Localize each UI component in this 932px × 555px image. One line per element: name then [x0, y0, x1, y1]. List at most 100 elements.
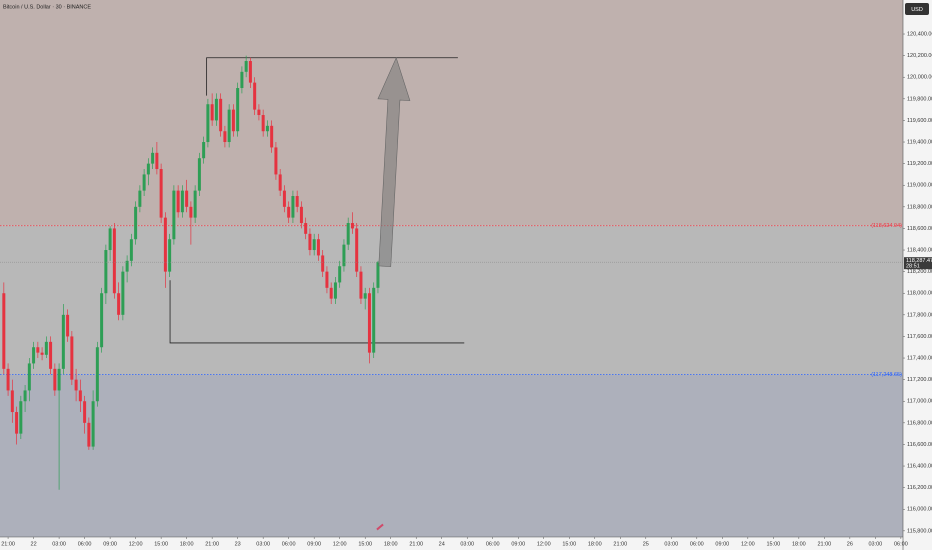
x-tick-label: 06:00	[486, 541, 500, 547]
candle-body	[100, 293, 104, 348]
candle-body	[61, 314, 65, 369]
candle-body	[359, 271, 363, 299]
candle-body	[185, 190, 189, 207]
candle-body	[117, 293, 121, 315]
x-tick-label: 15:00	[358, 541, 372, 547]
candle-body	[295, 196, 299, 207]
level-label: (117,248.65)	[871, 372, 902, 378]
x-tick-label: 12:00	[129, 541, 143, 547]
candle-body	[189, 206, 193, 218]
candle-body	[248, 61, 252, 83]
arrow	[377, 56, 411, 267]
x-tick-label: 24	[439, 541, 445, 547]
x-tick-label: 06:00	[282, 541, 296, 547]
candle-body	[338, 266, 342, 283]
arrow-shape	[377, 56, 411, 267]
last-price-box	[904, 257, 932, 270]
candle-body	[350, 223, 354, 229]
x-tick-label: 06:00	[894, 541, 908, 547]
candle-body	[253, 82, 257, 110]
range-drawing	[206, 57, 458, 96]
candle-body	[112, 228, 116, 294]
candle-body	[261, 115, 265, 132]
candle-body	[6, 368, 10, 391]
y-tick-label: 119,400.00	[907, 139, 932, 145]
candle-body	[27, 363, 31, 391]
price-axis-bg	[903, 0, 932, 550]
candle-body	[214, 98, 218, 121]
candle-body	[333, 282, 337, 299]
x-tick-label: 23	[235, 541, 241, 547]
candle-body	[83, 401, 87, 423]
x-tick-label: 09:00	[103, 541, 117, 547]
candle-body	[172, 190, 176, 240]
candle-body	[138, 190, 142, 207]
candle-body	[346, 223, 350, 245]
candle-body	[146, 163, 150, 175]
currency-box	[905, 3, 929, 15]
candle-body	[197, 158, 201, 191]
x-tick-label: 15:00	[562, 541, 576, 547]
candle-body	[104, 250, 108, 294]
x-tick-label: 03:00	[460, 541, 474, 547]
candle-body	[287, 206, 291, 218]
time-axis-bg	[0, 537, 903, 550]
candle-body	[168, 239, 172, 272]
candle-body	[227, 109, 231, 143]
zone	[0, 374, 903, 537]
y-tick-label: 116,600.00	[907, 442, 932, 448]
x-tick-label: 12:00	[741, 541, 755, 547]
candle-body	[121, 271, 125, 315]
candle-body	[321, 255, 325, 272]
x-tick-label: 21:00	[409, 541, 423, 547]
candle-body	[240, 71, 244, 89]
x-tick-label: 06:00	[78, 541, 92, 547]
x-tick-label: 09:00	[307, 541, 321, 547]
candle-body	[91, 401, 95, 447]
candle-body	[10, 390, 14, 413]
y-tick-label: 119,600.00	[907, 118, 932, 124]
x-tick-label: 03:00	[868, 541, 882, 547]
drawing-icon	[376, 523, 384, 531]
candle-body	[19, 401, 23, 434]
candle-body	[304, 223, 308, 234]
x-tick-label: 03:00	[52, 541, 66, 547]
candle-body	[270, 125, 274, 148]
candle-body	[257, 109, 261, 116]
x-tick-label: 12:00	[333, 541, 347, 547]
candle-body	[231, 109, 235, 132]
zone	[0, 225, 903, 375]
candle-body	[40, 352, 44, 355]
candle-body	[134, 206, 138, 240]
y-tick-label: 116,800.00	[907, 420, 932, 426]
y-tick-label: 120,000.00	[907, 75, 932, 81]
candle-body	[176, 190, 180, 213]
x-tick-label: 12:00	[537, 541, 551, 547]
candle-body	[291, 196, 295, 218]
currency: USD	[911, 7, 923, 13]
x-tick-label: 03:00	[256, 541, 270, 547]
candle-body	[70, 336, 74, 380]
y-tick-label: 117,400.00	[907, 355, 932, 361]
countdown: 28:51	[906, 263, 920, 269]
candle-body	[78, 390, 82, 402]
y-tick-label: 118,800.00	[907, 204, 932, 210]
candle-body	[210, 104, 214, 121]
y-tick-label: 117,800.00	[907, 312, 932, 318]
candle-body	[236, 88, 240, 132]
candle-body	[57, 368, 61, 391]
range-drawing	[169, 280, 465, 344]
candle-body	[244, 61, 248, 72]
zone	[0, 0, 903, 226]
candle-body	[316, 239, 320, 256]
y-tick-label: 117,600.00	[907, 334, 932, 340]
candle-body	[329, 287, 333, 299]
candle-body	[202, 142, 206, 159]
candle-body	[325, 271, 329, 288]
candle-body	[372, 287, 376, 353]
x-tick-label: 25	[643, 541, 649, 547]
y-tick-label: 115,800.00	[907, 528, 932, 534]
y-tick-label: 116,400.00	[907, 463, 932, 469]
x-tick-label: 21:00	[1, 541, 15, 547]
candle-body	[274, 147, 278, 175]
